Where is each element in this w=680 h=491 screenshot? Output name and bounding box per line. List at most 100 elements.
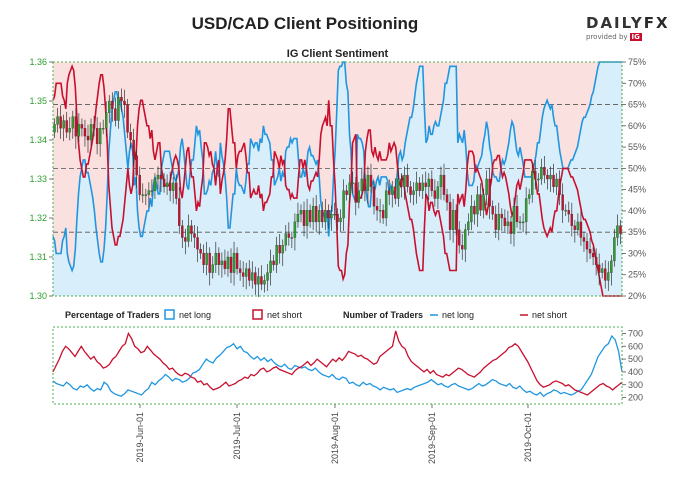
candle-body [375, 206, 379, 211]
chart-title: USD/CAD Client Positioning [191, 14, 419, 33]
candle-body [424, 182, 427, 187]
candle-body [543, 167, 546, 176]
legend-pct-long: net long [179, 310, 211, 320]
candle-body [494, 213, 497, 230]
candle-body [360, 178, 364, 191]
legend-pct-short: net short [267, 310, 303, 320]
candle-body [65, 120, 68, 133]
candle-body [430, 178, 434, 191]
candle-body [272, 260, 275, 265]
right-tick-label: 60% [628, 121, 646, 131]
candle-body [336, 213, 339, 223]
candle-body [123, 100, 126, 106]
candle-body [287, 233, 291, 238]
candle-body [546, 174, 549, 180]
bottom-right-tick-label: 400 [628, 367, 643, 377]
candle-body [588, 249, 592, 254]
candle-body [308, 210, 312, 223]
candle-body [473, 206, 476, 215]
candle-body [86, 135, 90, 141]
right-tick-label: 40% [628, 206, 646, 216]
left-tick-label: 1.32 [29, 213, 47, 223]
candle-body [232, 252, 236, 273]
candle-body [144, 194, 148, 196]
candle-body [439, 174, 443, 187]
candle-body [117, 96, 120, 121]
candle-body [105, 112, 108, 129]
candle-body [418, 182, 421, 191]
candle-body [570, 213, 574, 226]
candle-body [181, 225, 184, 238]
right-tick-label: 30% [628, 248, 646, 258]
candle-body [120, 96, 123, 102]
candle-body [454, 210, 458, 230]
candle-body [461, 245, 464, 250]
candle-body [397, 178, 400, 199]
candle-body [573, 225, 577, 230]
candle-body [129, 132, 132, 141]
candle-body [111, 100, 114, 109]
candle-body [223, 260, 227, 269]
candle-body [518, 221, 522, 224]
num-net-long-line [52, 334, 623, 398]
candle-body [278, 245, 281, 254]
right-tick-label: 65% [628, 100, 646, 110]
candle-body [260, 276, 263, 285]
legend-num-label: Number of Traders [343, 310, 423, 320]
candle-body [89, 124, 93, 141]
candle-body [74, 116, 78, 137]
candle-body [114, 108, 117, 121]
candle-body [381, 210, 385, 219]
right-tick-label: 50% [628, 163, 646, 173]
candle-body [497, 213, 500, 230]
logo-brand: DAILY [586, 14, 644, 32]
candle-body [394, 186, 397, 199]
candle-body [175, 182, 178, 199]
legend-short-swatch [252, 309, 263, 320]
candle-body [214, 252, 218, 265]
candle-body [187, 225, 190, 242]
candle-body [555, 178, 558, 187]
bottom-panel-frame [52, 326, 623, 405]
candle-body [363, 178, 367, 191]
right-tick-label: 70% [628, 78, 646, 88]
candle-body [95, 128, 99, 145]
candle-body [582, 237, 586, 242]
logo-tagline: provided by [586, 33, 628, 41]
candle-body [479, 194, 482, 211]
candle-body [451, 210, 455, 230]
candle-body [311, 206, 315, 223]
candle-body [299, 210, 303, 215]
left-tick-label: 1.33 [29, 174, 47, 184]
left-tick-label: 1.31 [29, 252, 47, 262]
candle-body [208, 252, 211, 273]
candle-body [357, 190, 361, 203]
candle-body [464, 229, 467, 250]
candle-body [248, 268, 251, 281]
candle-body [485, 178, 488, 195]
candle-body [391, 186, 394, 195]
candle-body [445, 194, 449, 203]
candle-body [238, 268, 242, 273]
right-tick-label: 55% [628, 142, 646, 152]
bottom-right-tick-label: 200 [628, 393, 643, 403]
left-tick-label: 1.34 [29, 135, 47, 145]
candle-body [333, 213, 336, 216]
candle-body [314, 206, 318, 223]
candle-body [205, 252, 208, 265]
candle-body [448, 202, 452, 230]
candle-body [561, 194, 564, 211]
x-tick-label: 2019-Jul-01 [232, 412, 242, 460]
candle-body [442, 174, 446, 195]
bottom-right-tick-label: 500 [628, 354, 643, 364]
x-tick-label: 2019-Jun-01 [135, 412, 145, 463]
candle-body [269, 260, 272, 273]
candle-body [503, 217, 507, 226]
legend-long-swatch [164, 309, 175, 320]
candle-body [482, 194, 485, 211]
candle-body [534, 171, 537, 180]
candle-body [610, 260, 613, 273]
candle-body [427, 178, 430, 187]
logo-ig-badge: IG [629, 33, 642, 41]
candle-body [178, 198, 181, 226]
